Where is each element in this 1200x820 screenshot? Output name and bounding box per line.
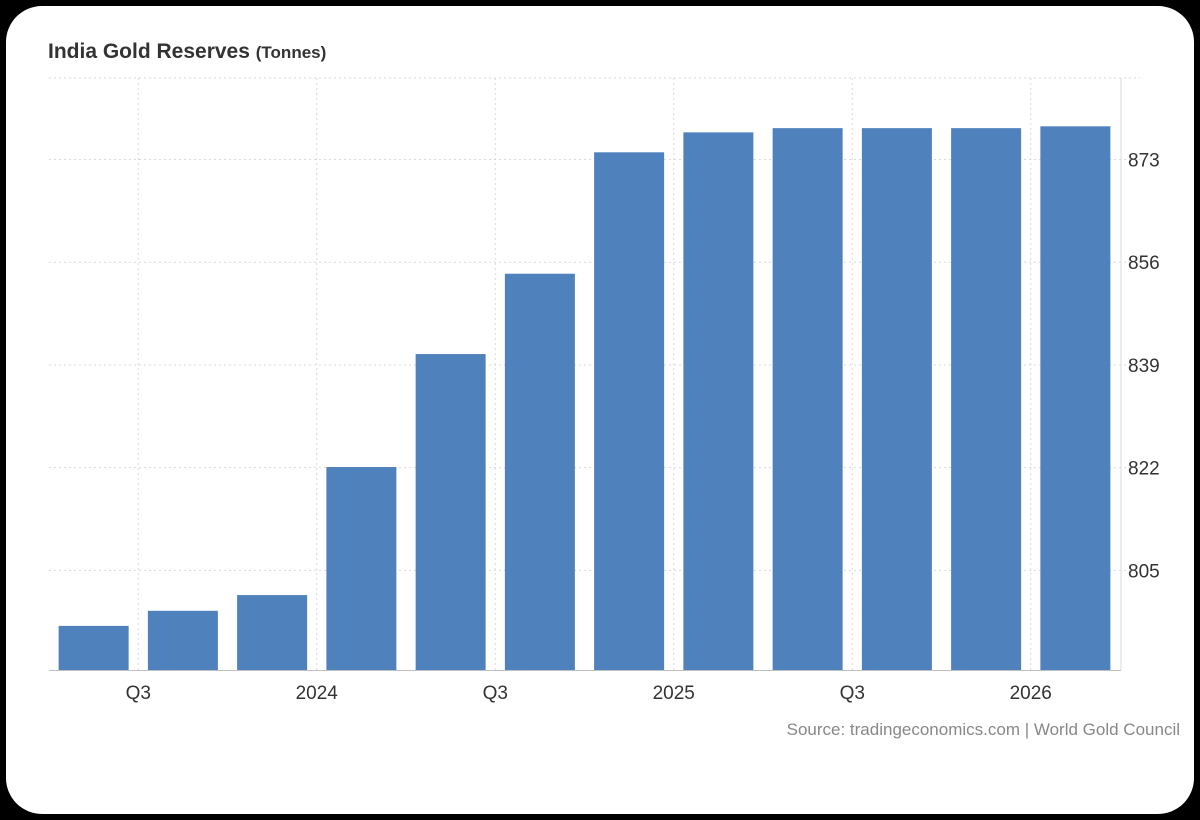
x-tick-label: Q3 (126, 683, 151, 704)
bar (861, 128, 932, 670)
chart-title: India Gold Reserves (48, 40, 250, 63)
x-tick-label: Q3 (840, 683, 865, 704)
bar (237, 595, 308, 670)
y-tick-label: 839 (1128, 356, 1160, 377)
bar (326, 467, 397, 670)
bar (772, 128, 843, 670)
bar-chart: 805 822 839 856 873 Q3 2024 Q3 2025 Q3 2026 (49, 77, 1160, 704)
chart-unit: (Tonnes) (255, 43, 327, 62)
x-tick-label: 2025 (653, 683, 695, 704)
chart-card: India Gold Reserves (Tonnes) 805 822 839 85… (6, 6, 1194, 814)
x-tick-label: Q3 (483, 683, 508, 704)
bar (58, 625, 129, 670)
bar (504, 273, 575, 670)
x-tick-label: 2026 (1010, 683, 1052, 704)
bar (683, 132, 754, 671)
y-tick-label: 822 (1128, 459, 1160, 480)
bar (415, 354, 486, 670)
y-tick-label: 873 (1128, 151, 1160, 172)
chart-source: Source: tradingeconomics.com | World Gol… (786, 720, 1180, 739)
bar (1040, 126, 1111, 670)
y-tick-label: 856 (1128, 253, 1160, 274)
x-tick-label: 2024 (296, 683, 339, 704)
bar (147, 610, 218, 670)
bar (594, 152, 665, 670)
chart-title-block: India Gold Reserves (Tonnes) (48, 40, 326, 64)
bar (951, 128, 1022, 670)
y-tick-label: 805 (1128, 561, 1160, 582)
